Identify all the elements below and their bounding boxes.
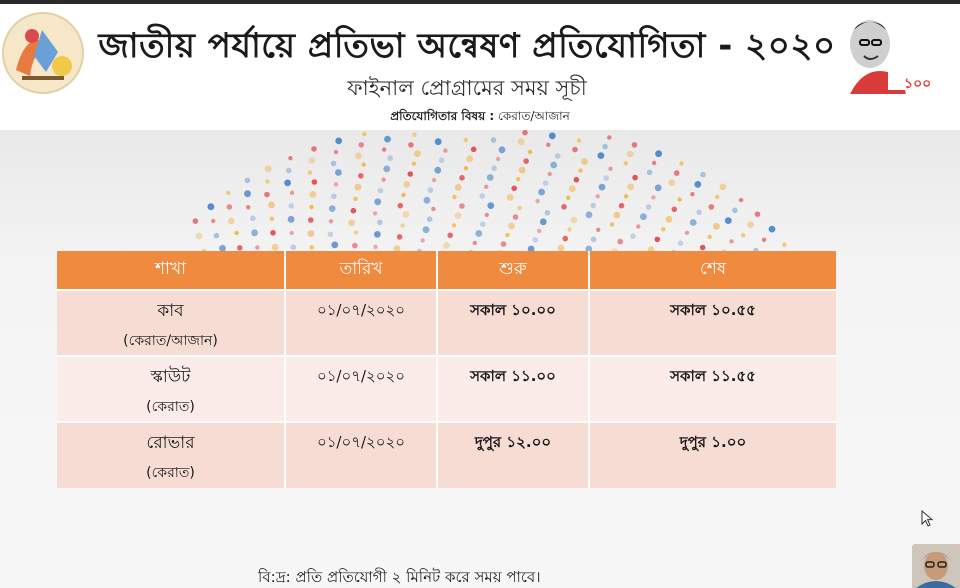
branch-cell: কাব (কেরাত/আজান): [57, 289, 286, 356]
schedule-table: শাখা তারিখ শুরু শেষ কাব (কেরাত/আজান) ০১/…: [57, 251, 836, 488]
subject-label: প্রতিযোগিতার বিষয় :: [390, 109, 495, 123]
competition-subject: প্রতিযোগিতার বিষয় : কেরাত/আজান: [270, 108, 690, 128]
column-header-date: তারিখ: [285, 251, 438, 290]
start-time-cell: সকাল ১০.০০: [437, 289, 590, 356]
branch-category: (কেরাত/আজান): [123, 333, 218, 349]
branch-cell: রোভার (কেরাত): [57, 421, 286, 488]
table-row: রোভার (কেরাত) ০১/০৭/২০২০ দুপুর ১২.০০ দুপ…: [57, 421, 836, 488]
branch-name: স্কাউট: [150, 367, 191, 387]
subject-value: কেরাত/আজান: [498, 109, 570, 123]
scout-emblem-icon: [2, 12, 84, 94]
end-time-cell: দুপুর ১.০০: [589, 421, 836, 488]
date-cell: ০১/০৭/২০২০: [285, 355, 438, 422]
page-subtitle: ফাইনাল প্রোগ্রামের সময় সূচী: [347, 76, 587, 100]
branch-name: কাব: [157, 301, 184, 321]
branch-category: (কেরাত): [146, 399, 195, 415]
table-row: কাব (কেরাত/আজান) ০১/০৭/২০২০ সকাল ১০.০০ স…: [57, 289, 836, 356]
right-logo-text: ১০০: [904, 76, 931, 92]
end-time-cell: সকাল ১০.৫৫: [589, 289, 836, 356]
column-header-end: শেষ: [589, 251, 836, 290]
column-header-start: শুরু: [437, 251, 590, 290]
branch-name: রোভার: [146, 433, 195, 453]
table-header-row: শাখা তারিখ শুরু শেষ: [57, 251, 836, 290]
start-time-cell: সকাল ১১.০০: [437, 355, 590, 422]
slide-header: [0, 4, 960, 130]
date-cell: ০১/০৭/২০২০: [285, 421, 438, 488]
window-top-edge: [0, 0, 960, 4]
branch-category: (কেরাত): [146, 465, 195, 481]
branch-cell: স্কাউট (কেরাত): [57, 355, 286, 422]
end-time-cell: সকাল ১১.৫৫: [589, 355, 836, 422]
footnote: বি:দ্র: প্রতি প্রতিযোগী ২ মিনিট করে সময়…: [258, 568, 541, 586]
start-time-cell: দুপুর ১২.০০: [437, 421, 590, 488]
table-row: স্কাউট (কেরাত) ০১/০৭/২০২০ সকাল ১১.০০ সকা…: [57, 355, 836, 422]
date-cell: ০১/০৭/২০২০: [285, 289, 438, 356]
webcam-thumbnail[interactable]: [912, 544, 960, 588]
page-title: জাতীয় পর্যায়ে প্রতিভা অন্বেষণ প্রতিযোগ…: [98, 26, 836, 66]
mujib-borsho-logo-icon: ১০০: [844, 16, 948, 96]
column-header-branch: শাখা: [57, 251, 286, 290]
mouse-pointer-icon: [921, 509, 935, 528]
